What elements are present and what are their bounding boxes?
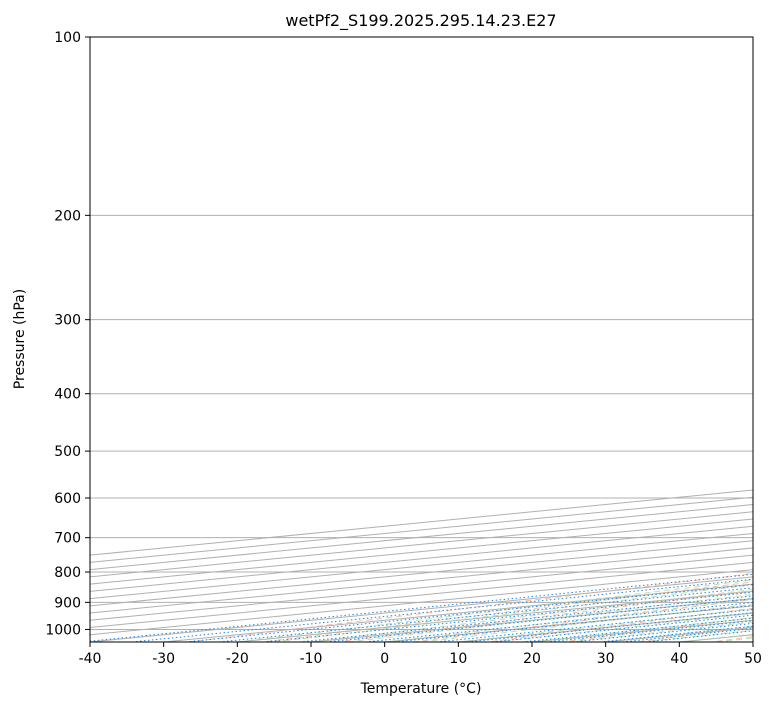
- mixing-ratio-line: [218, 587, 753, 642]
- moist-adiabat-line: [642, 629, 753, 642]
- isotherm-line: [90, 511, 753, 578]
- mixing-ratio-line: [299, 595, 753, 642]
- y-tick-label: 600: [54, 491, 81, 507]
- isotherm-line: [90, 518, 753, 585]
- mixing-ratio-line: [546, 620, 753, 642]
- x-axis-label: Temperature (°C): [360, 681, 482, 697]
- axes: -40 -30 -20 -10 0 10 20 30 40 50 100 200 300 400 500 60…: [45, 30, 762, 667]
- moist-adiabat-line: [495, 612, 753, 642]
- plot-area: 0.10.20.40.611.52346810131620253036-100-…: [90, 37, 753, 642]
- x-tick-label: -30: [152, 651, 175, 667]
- x-tick-label: 40: [670, 651, 688, 667]
- moist-adiabat-line: [310, 588, 753, 642]
- x-tick-label: 0: [380, 651, 389, 667]
- y-axis-label: Pressure (hPa): [12, 289, 28, 389]
- dry-adiabat-line: [636, 626, 753, 642]
- isotherm-line: [605, 627, 753, 642]
- moist-adiabat-line: [716, 637, 753, 642]
- isotherm-line: [237, 590, 753, 642]
- isotherm-line: [310, 598, 753, 642]
- mixing-ratio-line: [185, 584, 753, 642]
- isotherm-line: [90, 554, 753, 621]
- isotherm-line: [90, 576, 753, 642]
- y-tick-label: 300: [54, 313, 81, 329]
- isotherm-line: [679, 634, 753, 642]
- isotherm-line: [163, 583, 753, 642]
- moist-adiabat-line: [347, 593, 753, 642]
- x-tick-label: 30: [597, 651, 615, 667]
- isotherm-line: [752, 641, 753, 642]
- isotherm-line: [90, 525, 753, 592]
- dry-adiabat-line: [263, 581, 753, 642]
- isotherm-line: [90, 547, 753, 614]
- y-tick-label: 700: [54, 531, 81, 547]
- x-tick-label: -20: [226, 651, 249, 667]
- x-tick-label: -40: [79, 651, 102, 667]
- moist-adiabat-line: [679, 633, 753, 642]
- y-tick-label: 1000: [45, 622, 81, 638]
- x-tick-label: 20: [523, 651, 541, 667]
- mixing-ratio-line: [262, 591, 753, 642]
- chart-title: wetPf2_S199.2025.295.14.23.E27: [285, 11, 556, 31]
- y-tick-label: 500: [54, 444, 81, 460]
- dry-adiabat-line: [562, 616, 753, 642]
- moist-adiabat-line: [384, 598, 753, 642]
- isotherm-line: [90, 504, 753, 571]
- y-tick-label: 900: [54, 595, 81, 611]
- dry-adiabat-line: [487, 607, 753, 642]
- isotherm-line: [90, 540, 753, 607]
- x-tick-label: 50: [744, 651, 762, 667]
- dry-adiabat-line: [338, 589, 753, 642]
- isotherm-line: [90, 561, 753, 629]
- y-tick-label: 200: [54, 208, 81, 224]
- y-tick-label: 800: [54, 565, 81, 581]
- x-tick-label: -10: [300, 651, 323, 667]
- moist-adiabat-line: [458, 608, 753, 642]
- isotherm-line: [90, 496, 753, 563]
- moist-adiabat-line: [237, 579, 753, 642]
- moist-adiabat-line: [568, 621, 753, 642]
- isotherm-line: [458, 612, 753, 642]
- x-tick-label: 10: [449, 651, 467, 667]
- isotherm-line: [90, 532, 753, 600]
- y-tick-label: 400: [54, 387, 81, 403]
- plot-frame: [89, 36, 754, 643]
- y-tick-label: 100: [54, 30, 81, 46]
- isotherm-line: [90, 489, 753, 556]
- moist-adiabat-line: [274, 584, 753, 642]
- moist-adiabat-line: [605, 625, 753, 642]
